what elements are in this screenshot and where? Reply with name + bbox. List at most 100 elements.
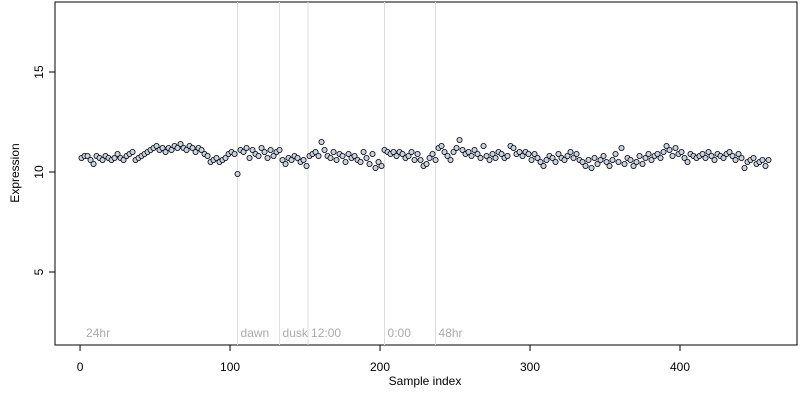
data-point	[498, 150, 505, 157]
data-point	[417, 156, 424, 163]
data-point	[735, 150, 742, 157]
data-point	[606, 162, 613, 169]
data-point	[471, 146, 478, 153]
data-point	[684, 158, 691, 165]
data-point	[765, 156, 772, 163]
data-point	[411, 156, 418, 163]
data-point	[234, 170, 241, 177]
data-point	[312, 148, 319, 155]
data-point	[339, 152, 346, 159]
data-point	[363, 154, 370, 161]
data-point	[588, 164, 595, 171]
data-point	[540, 162, 547, 169]
data-point	[408, 148, 415, 155]
data-point	[450, 148, 457, 155]
data-point	[654, 150, 661, 157]
data-point	[279, 156, 286, 163]
annotation: dawn	[241, 326, 270, 340]
data-point	[519, 152, 526, 159]
data-point	[153, 142, 160, 149]
y-tick-label: 15	[32, 65, 46, 79]
data-point	[360, 148, 367, 155]
annotation: 48hr	[439, 326, 463, 340]
data-point	[642, 154, 649, 161]
data-point	[702, 154, 709, 161]
data-point	[465, 148, 472, 155]
data-point	[534, 154, 541, 161]
data-point	[594, 160, 601, 167]
x-axis-label: Sample index	[389, 374, 462, 388]
data-point	[426, 154, 433, 161]
data-point	[699, 150, 706, 157]
data-point	[759, 156, 766, 163]
data-point	[612, 150, 619, 157]
data-point	[357, 158, 364, 165]
data-point	[90, 160, 97, 167]
data-point	[414, 150, 421, 157]
data-point	[564, 152, 571, 159]
data-point	[330, 148, 337, 155]
data-point	[294, 154, 301, 161]
data-point	[681, 154, 688, 161]
data-point	[663, 142, 670, 149]
data-point	[573, 150, 580, 157]
data-point	[489, 150, 496, 157]
data-point	[84, 152, 91, 159]
data-point	[510, 144, 517, 151]
data-point	[318, 138, 325, 145]
data-point	[99, 156, 106, 163]
data-point	[630, 162, 637, 169]
data-point	[579, 158, 586, 165]
data-point	[270, 152, 277, 159]
data-point	[393, 152, 400, 159]
y-tick-label: 5	[32, 268, 46, 275]
data-point	[561, 156, 568, 163]
data-point	[159, 144, 166, 151]
data-point	[750, 154, 757, 161]
data-point	[447, 156, 454, 163]
data-point	[648, 156, 655, 163]
annotation: 24hr	[86, 326, 110, 340]
data-point	[741, 164, 748, 171]
data-point	[183, 146, 190, 153]
data-point	[276, 146, 283, 153]
x-tick-label: 400	[670, 360, 690, 374]
data-point	[738, 154, 745, 161]
data-point	[459, 146, 466, 153]
data-point	[492, 154, 499, 161]
data-point	[729, 152, 736, 159]
data-point	[246, 154, 253, 161]
data-point	[528, 156, 535, 163]
data-point	[486, 156, 493, 163]
data-point	[537, 158, 544, 165]
data-point	[591, 154, 598, 161]
data-point	[672, 144, 679, 151]
data-point	[552, 158, 559, 165]
y-axis-label: Expression	[8, 143, 22, 202]
data-point	[192, 148, 199, 155]
data-point	[327, 154, 334, 161]
data-point	[432, 156, 439, 163]
data-point	[129, 148, 136, 155]
data-point	[255, 152, 262, 159]
data-point	[639, 160, 646, 167]
x-tick-label: 300	[520, 360, 540, 374]
data-point	[288, 156, 295, 163]
data-point	[198, 146, 205, 153]
data-point	[555, 150, 562, 157]
x-tick-label: 100	[220, 360, 240, 374]
data-point	[429, 150, 436, 157]
data-point	[111, 154, 118, 161]
data-point	[456, 136, 463, 143]
data-point	[483, 152, 490, 159]
data-point	[726, 148, 733, 155]
data-point	[267, 146, 274, 153]
data-point	[162, 148, 169, 155]
data-point	[705, 148, 712, 155]
data-point	[618, 144, 625, 151]
data-point	[372, 164, 379, 171]
data-point	[453, 144, 460, 151]
data-point	[468, 152, 475, 159]
data-point	[543, 156, 550, 163]
data-point	[405, 152, 412, 159]
